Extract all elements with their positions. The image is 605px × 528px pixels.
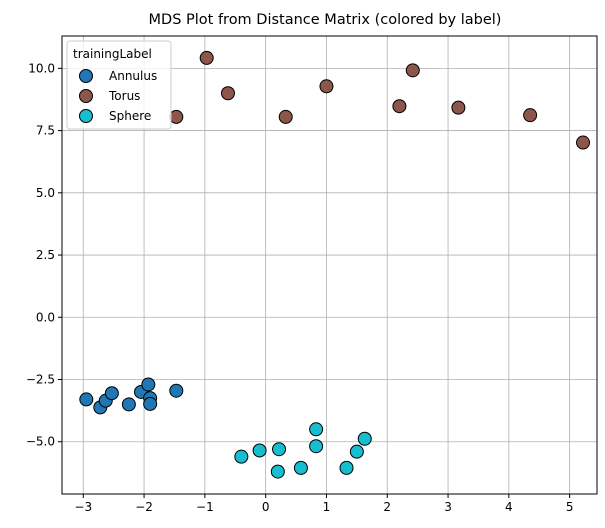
point-torus: [199, 50, 214, 65]
x-tick-label: 5: [566, 500, 574, 514]
legend-label-torus: Torus: [108, 89, 140, 103]
axis-ticks: −3 −2 −1 0 1 2 3 4 5 −5.0 −2.5 0.0 2.5 5.0 7.5 10.0: [26, 61, 574, 514]
y-tick-label: 5.0: [36, 186, 55, 200]
point-sphere: [339, 460, 354, 475]
point-annulus: [141, 377, 156, 392]
y-tick-label: 2.5: [36, 248, 55, 262]
point-annulus: [104, 386, 119, 401]
point-annulus: [121, 397, 136, 412]
x-tick-label: 4: [505, 500, 513, 514]
x-tick-label: 2: [383, 500, 391, 514]
point-torus: [392, 99, 407, 114]
legend-label-sphere: Sphere: [109, 109, 151, 123]
legend-marker-sphere: [79, 109, 93, 123]
y-tick-label: −2.5: [26, 373, 55, 387]
x-tick-label: −2: [135, 500, 153, 514]
x-tick-label: 0: [262, 500, 270, 514]
legend-marker-torus: [79, 89, 93, 103]
x-tick-label: 3: [444, 500, 452, 514]
legend-box: [66, 40, 172, 130]
point-sphere: [357, 431, 372, 446]
x-tick-label: 1: [323, 500, 331, 514]
legend-marker-annulus: [79, 69, 93, 83]
x-tick-label: −1: [196, 500, 214, 514]
data-points: [79, 50, 591, 479]
point-torus: [278, 109, 293, 124]
x-tick-label: −3: [74, 500, 92, 514]
point-sphere: [309, 422, 324, 437]
point-torus: [169, 109, 184, 124]
legend-label-annulus: Annulus: [109, 69, 157, 83]
point-torus: [451, 100, 466, 115]
y-tick-label: 10.0: [28, 61, 55, 75]
y-tick-label: −5.0: [26, 435, 55, 449]
point-torus: [220, 86, 235, 101]
y-tick-label: 7.5: [36, 124, 55, 138]
point-torus: [576, 135, 591, 150]
point-annulus: [79, 392, 94, 407]
point-sphere: [309, 439, 324, 454]
point-sphere: [234, 449, 249, 464]
y-tick-label: 0.0: [36, 310, 55, 324]
plot-frame: [61, 35, 598, 495]
point-torus: [405, 63, 420, 78]
point-sphere: [293, 460, 308, 475]
point-torus: [523, 108, 538, 123]
point-sphere: [349, 444, 364, 459]
legend-title: trainingLabel: [73, 47, 152, 61]
point-sphere: [272, 442, 287, 457]
point-sphere: [270, 464, 285, 479]
chart-title: MDS Plot from Distance Matrix (colored b…: [149, 12, 502, 28]
point-torus: [319, 79, 334, 94]
point-annulus: [143, 396, 158, 411]
legend: trainingLabel Annulus Torus Sphere: [66, 40, 172, 130]
point-sphere: [252, 443, 267, 458]
point-annulus: [169, 383, 184, 398]
